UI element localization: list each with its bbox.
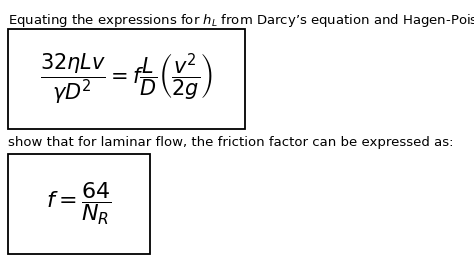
Text: $\dfrac{32\eta L v}{\gamma D^2} = f\dfrac{L}{D}\left(\dfrac{v^2}{2g}\right)$: $\dfrac{32\eta L v}{\gamma D^2} = f\dfra… — [40, 52, 213, 107]
Text: $f = \dfrac{64}{N_R}$: $f = \dfrac{64}{N_R}$ — [46, 181, 112, 227]
Bar — [8, 154, 150, 254]
Bar — [8, 29, 245, 129]
Text: Equating the expressions for $h_L$ from Darcy’s equation and Hagen-Poiseuille eq: Equating the expressions for $h_L$ from … — [8, 12, 474, 29]
Text: show that for laminar flow, the friction factor can be expressed as:: show that for laminar flow, the friction… — [8, 136, 454, 149]
